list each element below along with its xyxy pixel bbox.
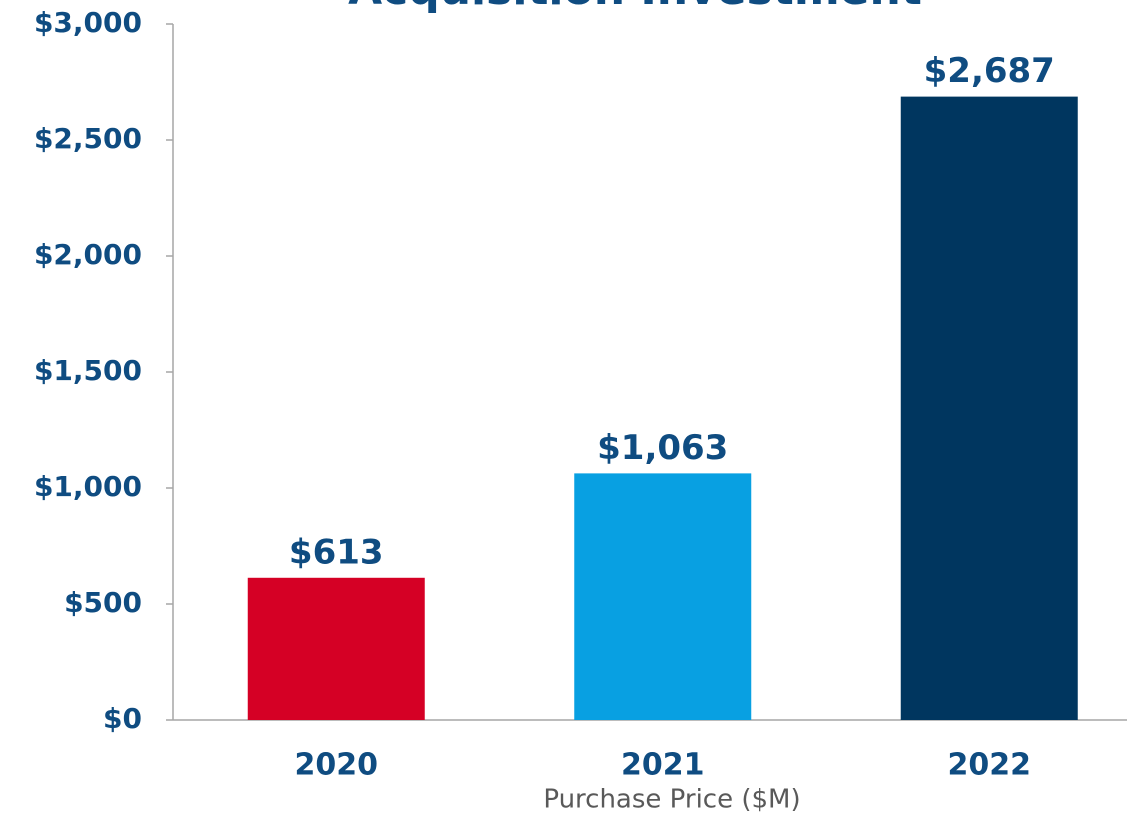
y-tick-label: $2,500 [34, 122, 142, 155]
bar [247, 577, 425, 720]
x-tick-label: 2021 [621, 748, 705, 783]
y-tick-label: $500 [64, 586, 142, 619]
x-tick-label: 2020 [295, 748, 379, 783]
x-axis-title: Purchase Price ($M) [543, 785, 800, 815]
bar [900, 96, 1078, 721]
y-tick-label: $0 [103, 702, 142, 735]
x-tick-label: 2022 [948, 748, 1032, 783]
y-tick-label: $1,500 [34, 354, 142, 387]
y-tick-label: $2,000 [34, 238, 142, 271]
data-label: $2,687 [924, 51, 1055, 91]
y-tick-label: $3,000 [34, 6, 142, 39]
data-label: $613 [289, 532, 384, 572]
bar [574, 473, 752, 720]
chart-title: Acquisition Investment [348, 0, 922, 15]
data-label: $1,063 [597, 428, 728, 468]
y-tick-label: $1,000 [34, 470, 142, 503]
